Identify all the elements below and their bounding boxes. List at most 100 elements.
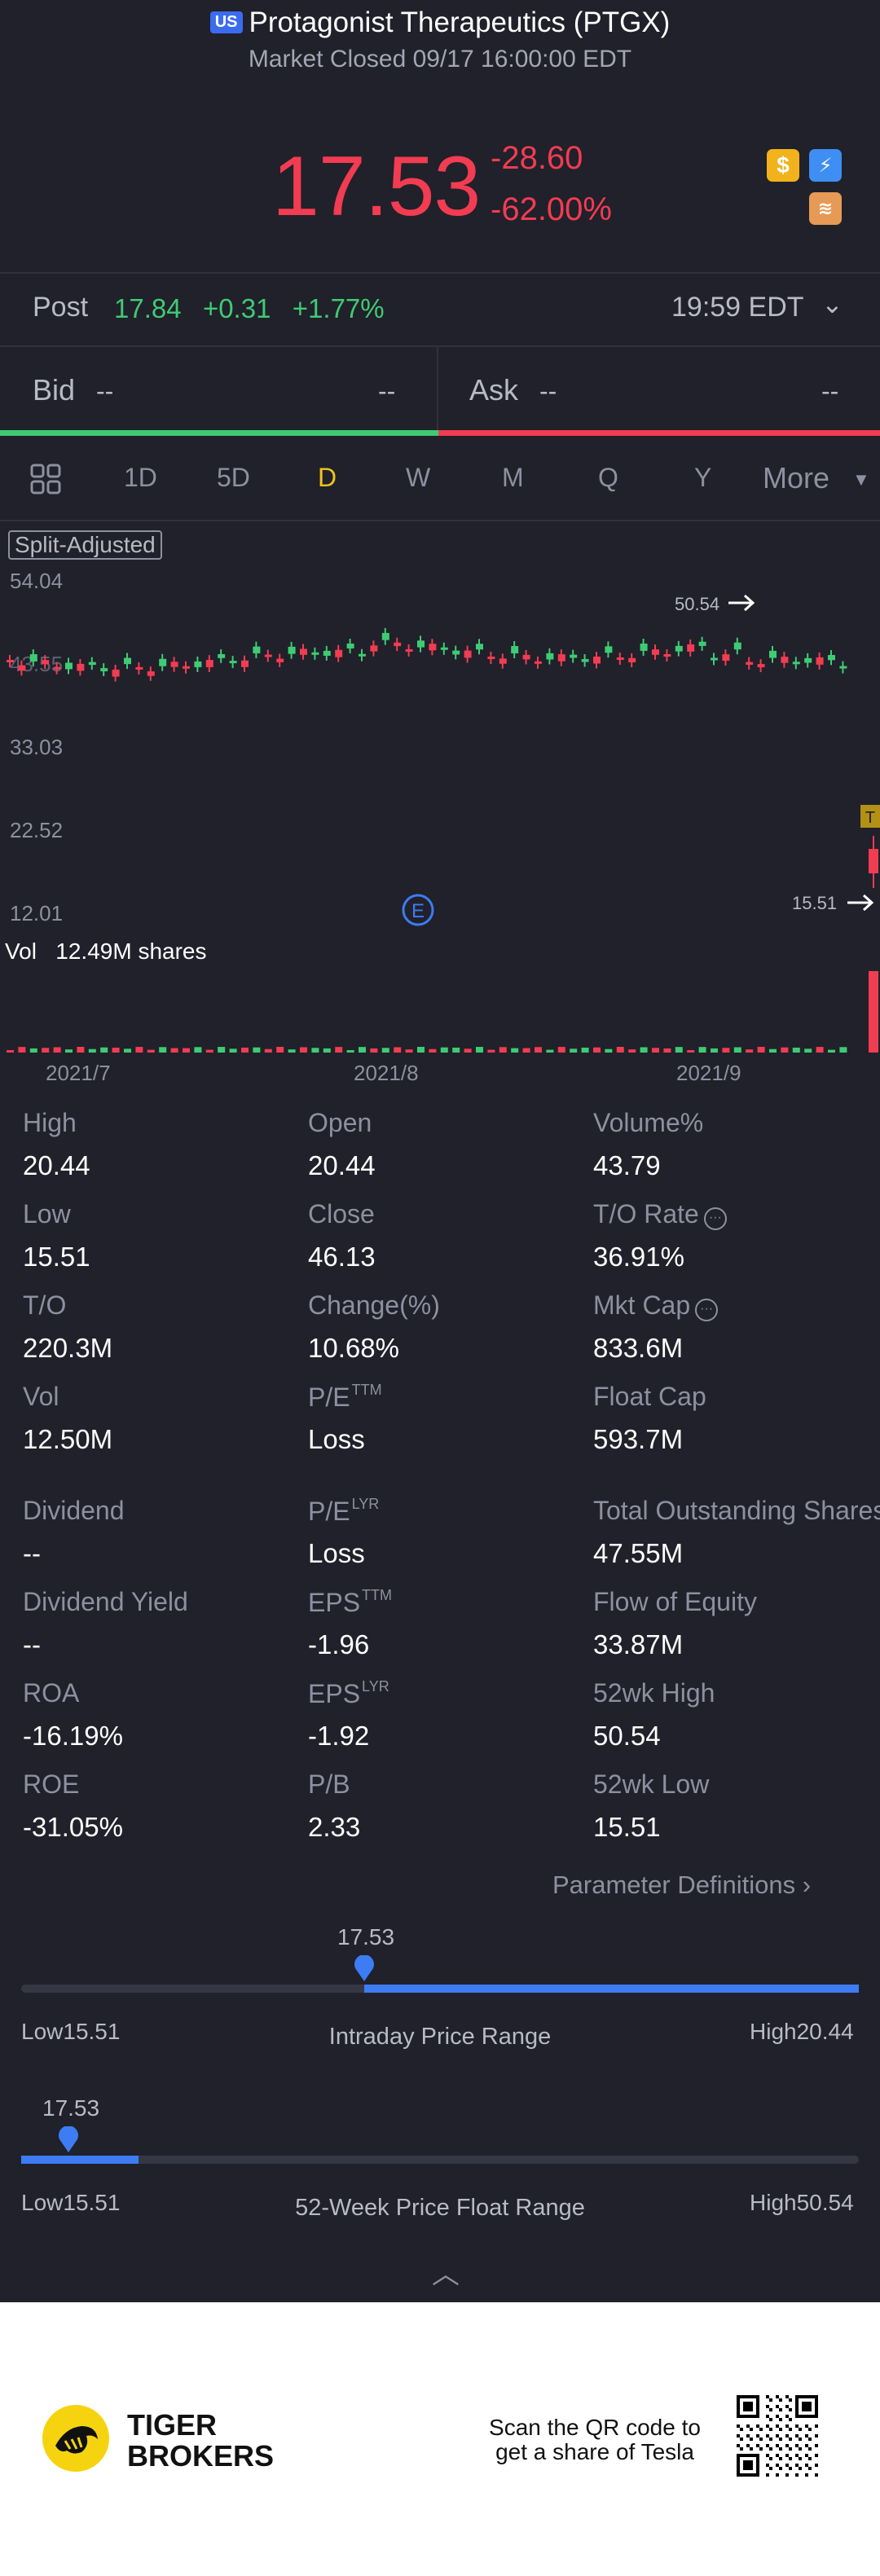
candle-body (733, 642, 741, 650)
stat-label: ROA (23, 1678, 80, 1708)
candle-body (335, 649, 343, 657)
flash-icon[interactable]: ⚡ (809, 149, 842, 182)
candle-body (218, 653, 226, 658)
volume-bar (581, 1047, 589, 1053)
candle-body (828, 654, 835, 661)
x-tick: 2021/8 (354, 1061, 419, 1085)
stat-label: 52wk High (593, 1678, 715, 1708)
stat-label[interactable]: T/O Rate ··· (593, 1199, 727, 1230)
volume-bar (53, 1047, 61, 1053)
intraday-high: High20.44 (750, 2019, 854, 2044)
chevron-right-icon: › (802, 1870, 812, 1899)
tab-w[interactable]: W (406, 463, 431, 492)
split-adjusted-badge[interactable]: Split-Adjusted (8, 530, 162, 560)
stat-value: -16.19% (23, 1721, 123, 1751)
stat-value: -31.05% (23, 1812, 123, 1842)
volume-bar (663, 1048, 671, 1053)
more-info-icon[interactable]: ··· (695, 1299, 719, 1321)
volume-bar (394, 1047, 402, 1053)
candle-body (757, 664, 765, 668)
volume-label: Vol 12.49M shares (5, 939, 207, 964)
volume-bar (769, 1048, 777, 1053)
y-tick: 12.01 (10, 901, 64, 925)
candle-body (29, 654, 37, 662)
volume-bar (241, 1047, 249, 1053)
candle-body (816, 657, 824, 665)
volume-bar (828, 1049, 835, 1053)
week52-low: Low15.51 (21, 2190, 121, 2215)
candle-body (42, 660, 50, 665)
x-tick: 2021/9 (676, 1061, 741, 1085)
candle-body (605, 646, 613, 653)
candle-body (124, 657, 131, 665)
volume-bar (464, 1048, 472, 1053)
earnings-event-icon[interactable]: E (402, 894, 434, 926)
candle-body (65, 662, 73, 670)
volume-bar (135, 1047, 143, 1053)
stat-value: -- (23, 1538, 41, 1568)
tab-m[interactable]: M (502, 463, 524, 492)
candle-body (440, 647, 448, 650)
volume-bars (7, 971, 878, 1053)
chevron-up-icon[interactable]: ︿ (432, 2259, 460, 2290)
stat-value: 220.3M (23, 1333, 113, 1363)
dollar-icon[interactable]: $ (767, 149, 799, 182)
volume-bar (359, 1047, 366, 1053)
volume-bar (522, 1048, 530, 1053)
tab-y[interactable]: Y (694, 463, 712, 492)
ask-volume-bar (438, 430, 880, 436)
candle-body (698, 641, 706, 646)
candle-body (394, 642, 402, 647)
post-label: Post (33, 292, 89, 323)
parameter-definitions-link[interactable]: Parameter Definitions › (552, 1870, 812, 1899)
candle-body (839, 666, 847, 669)
tab-1d[interactable]: 1D (124, 463, 157, 492)
volume-bar (570, 1048, 578, 1053)
caret-down-icon[interactable]: ▼ (852, 469, 870, 490)
candle-body (183, 666, 190, 669)
candle-body (359, 653, 366, 657)
stat-label[interactable]: Mkt Cap ··· (593, 1290, 719, 1321)
candle-body (746, 662, 754, 666)
chevron-down-icon[interactable]: ⌄ (821, 289, 843, 319)
stat-value: 20.44 (308, 1150, 376, 1180)
stack-icon[interactable]: ≋ (809, 192, 842, 225)
stat-label: ROE (23, 1769, 80, 1799)
candle-body (311, 652, 319, 655)
volume-bar (381, 1048, 389, 1053)
more-info-icon[interactable]: ··· (703, 1207, 727, 1230)
stat-value: -- (23, 1629, 41, 1659)
stat-value: 43.79 (593, 1150, 661, 1180)
tab-q[interactable]: Q (598, 463, 618, 492)
svg-text:E: E (411, 900, 425, 922)
volume-bar (440, 1047, 448, 1053)
candlestick-chart[interactable]: 50.54 15.51 E T (0, 538, 880, 1059)
candle-body (159, 658, 167, 666)
intraday-range-title: Intraday Price Range (328, 2024, 552, 2050)
intraday-low: Low15.51 (21, 2019, 121, 2044)
candle-body (687, 644, 695, 652)
bid-label: Bid (33, 373, 76, 407)
tab-5d[interactable]: 5D (217, 463, 250, 492)
volume-bar (124, 1048, 131, 1053)
candle-body (663, 653, 671, 657)
grid-icon[interactable] (29, 463, 62, 495)
stat-value: 36.91% (593, 1242, 684, 1272)
qr-caption-line1: Scan the QR code to (489, 2415, 701, 2440)
volume-bar (476, 1047, 483, 1053)
candle-body (487, 656, 495, 659)
tab-more[interactable]: More (763, 461, 830, 495)
stock-title: US Protagonist Therapeutics (PTGX) (0, 7, 880, 39)
stock-name: Protagonist Therapeutics (PTGX) (249, 7, 671, 38)
post-change-pct: +1.77% (292, 293, 385, 323)
arrow-right-icon (728, 594, 755, 612)
volume-bar (746, 1049, 754, 1053)
news-marker-icon[interactable]: T (860, 805, 880, 828)
candle-body (570, 654, 578, 658)
candle-body (253, 646, 261, 653)
candle-body (429, 644, 437, 651)
tab-d[interactable]: D (318, 463, 337, 492)
stat-label: P/E LYR (308, 1496, 380, 1526)
volume-bar (640, 1047, 648, 1053)
stat-label: 52wk Low (593, 1769, 710, 1799)
